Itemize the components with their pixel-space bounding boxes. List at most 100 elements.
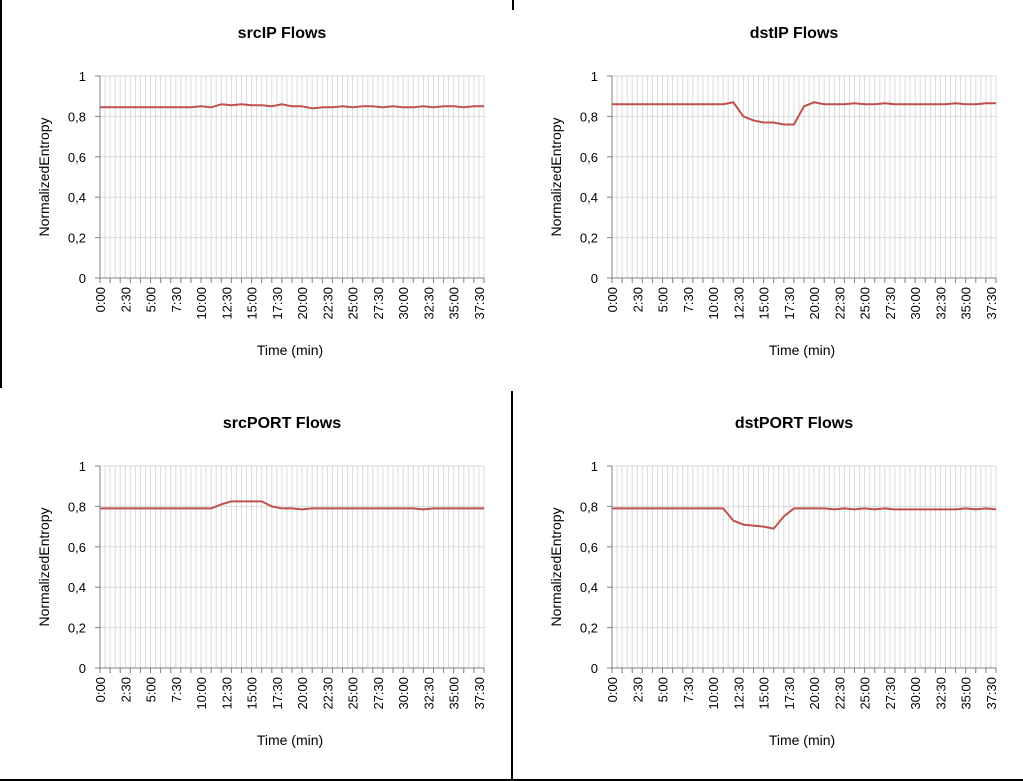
x-tick-label: 17:30 bbox=[270, 677, 285, 710]
y-tick-label: 0,2 bbox=[68, 231, 86, 246]
x-tick-label: 20:00 bbox=[807, 677, 822, 710]
x-tick-label: 12:30 bbox=[219, 287, 234, 320]
x-tick-label: 17:30 bbox=[782, 287, 797, 320]
x-tick-label: 15:00 bbox=[245, 287, 260, 320]
x-axis-title: Time (min) bbox=[257, 732, 323, 748]
x-tick-label: 2:30 bbox=[118, 677, 133, 702]
x-tick-label: 7:30 bbox=[169, 287, 184, 312]
x-tick-label: 7:30 bbox=[169, 677, 184, 702]
vertical-gridlines bbox=[99, 466, 485, 668]
x-tick-label: 5:00 bbox=[656, 677, 671, 702]
series-line bbox=[100, 500, 484, 511]
x-axis: 0:00 2:30 5:00 7:30 10:00 12:30 15:00 17:30 20:0… bbox=[605, 668, 999, 710]
chart-panel-srcport: srcPORT Flows 0 0,2 0,4 0,6 0,8 1 0:00 2:30 5:00 7… bbox=[0, 390, 511, 779]
x-tick-label: 32:30 bbox=[933, 287, 948, 320]
chart-title: dstIP Flows bbox=[750, 25, 839, 42]
x-tick-label: 20:00 bbox=[807, 287, 822, 320]
x-axis: 0:00 2:30 5:00 7:30 10:00 12:30 15:00 17:30 20:0… bbox=[605, 278, 999, 320]
x-axis-title: Time (min) bbox=[769, 342, 835, 358]
y-tick-label: 0,6 bbox=[580, 150, 598, 165]
x-tick-label: 10:00 bbox=[706, 677, 721, 710]
x-tick-label: 17:30 bbox=[782, 677, 797, 710]
x-tick-label: 27:30 bbox=[883, 287, 898, 320]
vertical-gridlines bbox=[611, 466, 997, 668]
chart-panel-dstip: dstIP Flows 0 0,2 0,4 0,6 0,8 1 0:00 2:30 5:00 7:3… bbox=[512, 0, 1023, 389]
y-axis-title: NormalizedEntropy bbox=[36, 117, 52, 236]
divider-middle-vertical bbox=[511, 391, 513, 781]
x-tick-label: 27:30 bbox=[371, 677, 386, 710]
x-tick-label: 37:30 bbox=[472, 677, 487, 710]
y-tick-label: 1 bbox=[591, 69, 598, 84]
x-tick-label: 10:00 bbox=[706, 287, 721, 320]
y-tick-label: 0,2 bbox=[580, 231, 598, 246]
x-tick-label: 7:30 bbox=[681, 677, 696, 702]
y-axis-title: NormalizedEntropy bbox=[548, 117, 564, 236]
x-tick-label: 37:30 bbox=[984, 677, 999, 710]
x-tick-label: 10:00 bbox=[194, 287, 209, 320]
y-tick-label: 1 bbox=[591, 459, 598, 474]
series-line bbox=[612, 507, 997, 530]
x-tick-label: 35:00 bbox=[447, 287, 462, 320]
x-tick-label: 0:00 bbox=[93, 287, 108, 312]
x-tick-label: 30:00 bbox=[396, 677, 411, 710]
chart-panel-dstport: dstPORT Flows 0 0,2 0,4 0,6 0,8 1 0:00 2:30 5:00 7… bbox=[512, 390, 1023, 779]
y-tick-label: 0,4 bbox=[580, 580, 598, 595]
y-tick-label: 0 bbox=[79, 271, 86, 286]
y-tick-label: 0,2 bbox=[68, 621, 86, 636]
x-tick-label: 5:00 bbox=[144, 287, 159, 312]
x-tick-label: 35:00 bbox=[959, 287, 974, 320]
x-axis-title: Time (min) bbox=[257, 342, 323, 358]
vertical-gridlines bbox=[611, 76, 997, 278]
y-axis-title: NormalizedEntropy bbox=[36, 507, 52, 626]
x-tick-label: 22:30 bbox=[832, 677, 847, 710]
chart-title: srcPORT Flows bbox=[223, 415, 341, 432]
divider-bottom-horizontal bbox=[0, 779, 1023, 781]
y-axis: 0 0,2 0,4 0,6 0,8 1 bbox=[68, 69, 484, 286]
x-tick-label: 5:00 bbox=[656, 287, 671, 312]
x-tick-label: 22:30 bbox=[320, 677, 335, 710]
x-tick-label: 27:30 bbox=[371, 287, 386, 320]
x-tick-label: 15:00 bbox=[245, 677, 260, 710]
y-tick-label: 0,6 bbox=[68, 540, 86, 555]
y-tick-label: 0,4 bbox=[580, 190, 598, 205]
x-tick-label: 32:30 bbox=[933, 677, 948, 710]
y-tick-label: 0,8 bbox=[68, 499, 86, 514]
x-tick-label: 27:30 bbox=[883, 677, 898, 710]
x-tick-label: 2:30 bbox=[630, 677, 645, 702]
x-tick-label: 37:30 bbox=[984, 287, 999, 320]
x-tick-label: 12:30 bbox=[731, 287, 746, 320]
x-tick-label: 10:00 bbox=[194, 677, 209, 710]
x-tick-label: 15:00 bbox=[757, 287, 772, 320]
x-axis: 0:00 2:30 5:00 7:30 10:00 12:30 15:00 17:30 20:0… bbox=[93, 278, 487, 320]
y-tick-label: 0,8 bbox=[580, 499, 598, 514]
x-tick-label: 35:00 bbox=[959, 677, 974, 710]
x-tick-label: 32:30 bbox=[421, 287, 436, 320]
y-tick-label: 0 bbox=[591, 271, 598, 286]
y-axis-title: NormalizedEntropy bbox=[548, 507, 564, 626]
x-tick-label: 12:30 bbox=[219, 677, 234, 710]
x-axis-title: Time (min) bbox=[769, 732, 835, 748]
y-tick-label: 1 bbox=[79, 69, 86, 84]
x-tick-label: 25:00 bbox=[858, 287, 873, 320]
x-tick-label: 30:00 bbox=[908, 287, 923, 320]
x-tick-label: 17:30 bbox=[270, 287, 285, 320]
x-tick-label: 5:00 bbox=[144, 677, 159, 702]
y-tick-label: 0,2 bbox=[580, 621, 598, 636]
y-tick-label: 0,4 bbox=[68, 190, 86, 205]
x-tick-label: 15:00 bbox=[757, 677, 772, 710]
x-axis: 0:00 2:30 5:00 7:30 10:00 12:30 15:00 17:30 20:0… bbox=[93, 668, 487, 710]
x-tick-label: 37:30 bbox=[472, 287, 487, 320]
divider-left-vertical bbox=[0, 0, 2, 388]
x-tick-label: 30:00 bbox=[908, 677, 923, 710]
y-tick-label: 0,8 bbox=[580, 109, 598, 124]
chart-title: srcIP Flows bbox=[238, 25, 327, 42]
vertical-gridlines bbox=[99, 76, 485, 278]
y-tick-label: 0 bbox=[591, 661, 598, 676]
series-line bbox=[100, 103, 484, 110]
chart-panel-srcip: srcIP Flows 0 0,2 0,4 0,6 0,8 1 0:00 2:30 5:00 7:3… bbox=[0, 0, 511, 389]
divider-top-right-vertical bbox=[512, 0, 514, 10]
